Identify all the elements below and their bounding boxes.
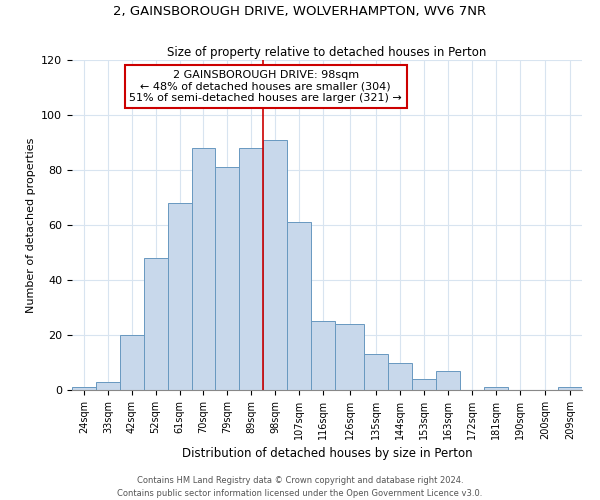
Bar <box>215 167 239 390</box>
Bar <box>436 371 460 390</box>
Bar <box>412 379 436 390</box>
Bar <box>484 387 508 390</box>
Bar <box>72 387 96 390</box>
Text: 2, GAINSBOROUGH DRIVE, WOLVERHAMPTON, WV6 7NR: 2, GAINSBOROUGH DRIVE, WOLVERHAMPTON, WV… <box>113 5 487 18</box>
Bar <box>558 387 582 390</box>
X-axis label: Distribution of detached houses by size in Perton: Distribution of detached houses by size … <box>182 448 472 460</box>
Bar <box>311 322 335 390</box>
Y-axis label: Number of detached properties: Number of detached properties <box>26 138 35 312</box>
Bar <box>96 382 120 390</box>
Bar <box>120 335 144 390</box>
Text: 2 GAINSBOROUGH DRIVE: 98sqm
← 48% of detached houses are smaller (304)
51% of se: 2 GAINSBOROUGH DRIVE: 98sqm ← 48% of det… <box>130 70 402 103</box>
Bar <box>335 324 364 390</box>
Title: Size of property relative to detached houses in Perton: Size of property relative to detached ho… <box>167 46 487 59</box>
Bar <box>167 203 191 390</box>
Bar <box>287 222 311 390</box>
Bar <box>239 148 263 390</box>
Bar <box>191 148 215 390</box>
Bar <box>263 140 287 390</box>
Bar <box>364 354 388 390</box>
Text: Contains HM Land Registry data © Crown copyright and database right 2024.
Contai: Contains HM Land Registry data © Crown c… <box>118 476 482 498</box>
Bar <box>388 362 412 390</box>
Bar <box>144 258 167 390</box>
